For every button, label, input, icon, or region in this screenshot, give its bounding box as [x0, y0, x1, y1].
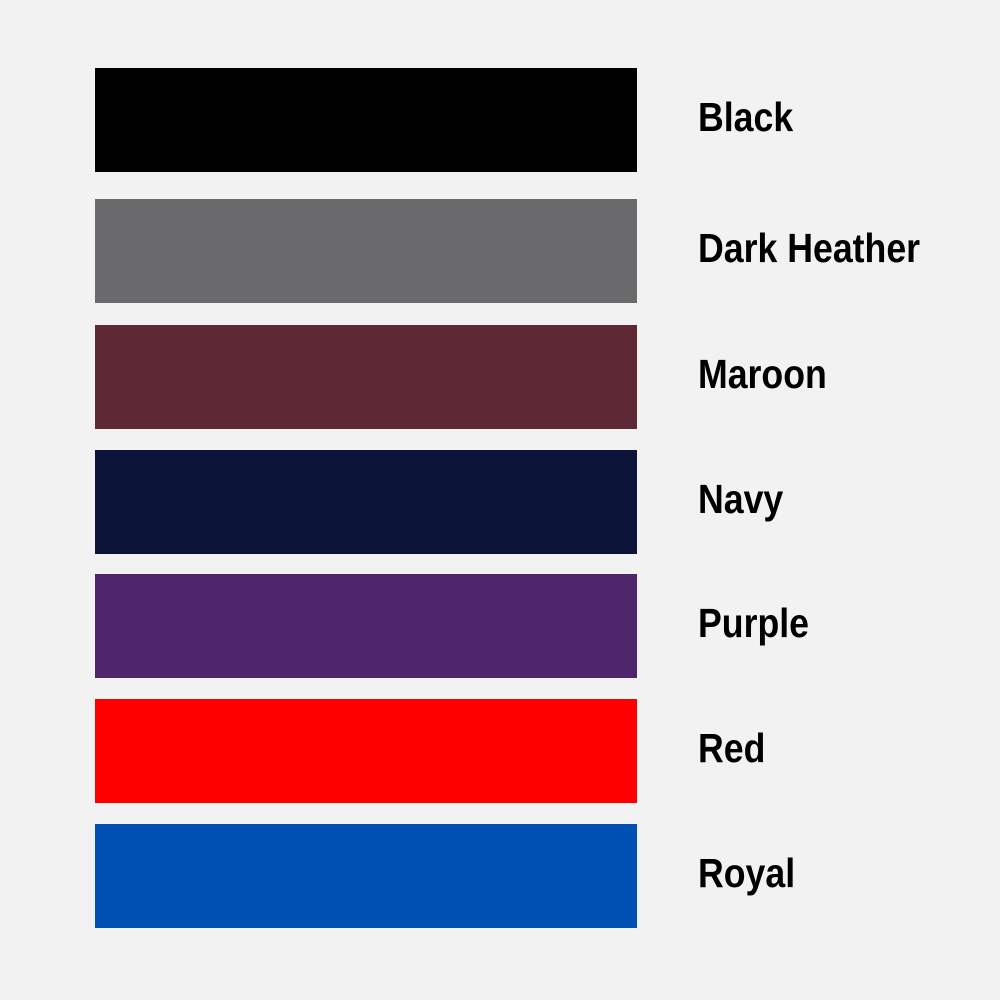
color-label: Maroon [698, 351, 827, 397]
color-swatch [95, 325, 637, 429]
color-swatch [95, 68, 637, 172]
color-swatch [95, 574, 637, 678]
color-label: Navy [698, 476, 784, 522]
color-swatch [95, 699, 637, 803]
color-label: Dark Heather [698, 225, 921, 271]
color-swatch [95, 199, 637, 303]
color-label: Black [698, 94, 794, 140]
color-label: Royal [698, 850, 796, 896]
color-swatch [95, 450, 637, 554]
color-label: Red [698, 725, 766, 771]
color-label: Purple [698, 600, 810, 646]
color-swatch [95, 824, 637, 928]
